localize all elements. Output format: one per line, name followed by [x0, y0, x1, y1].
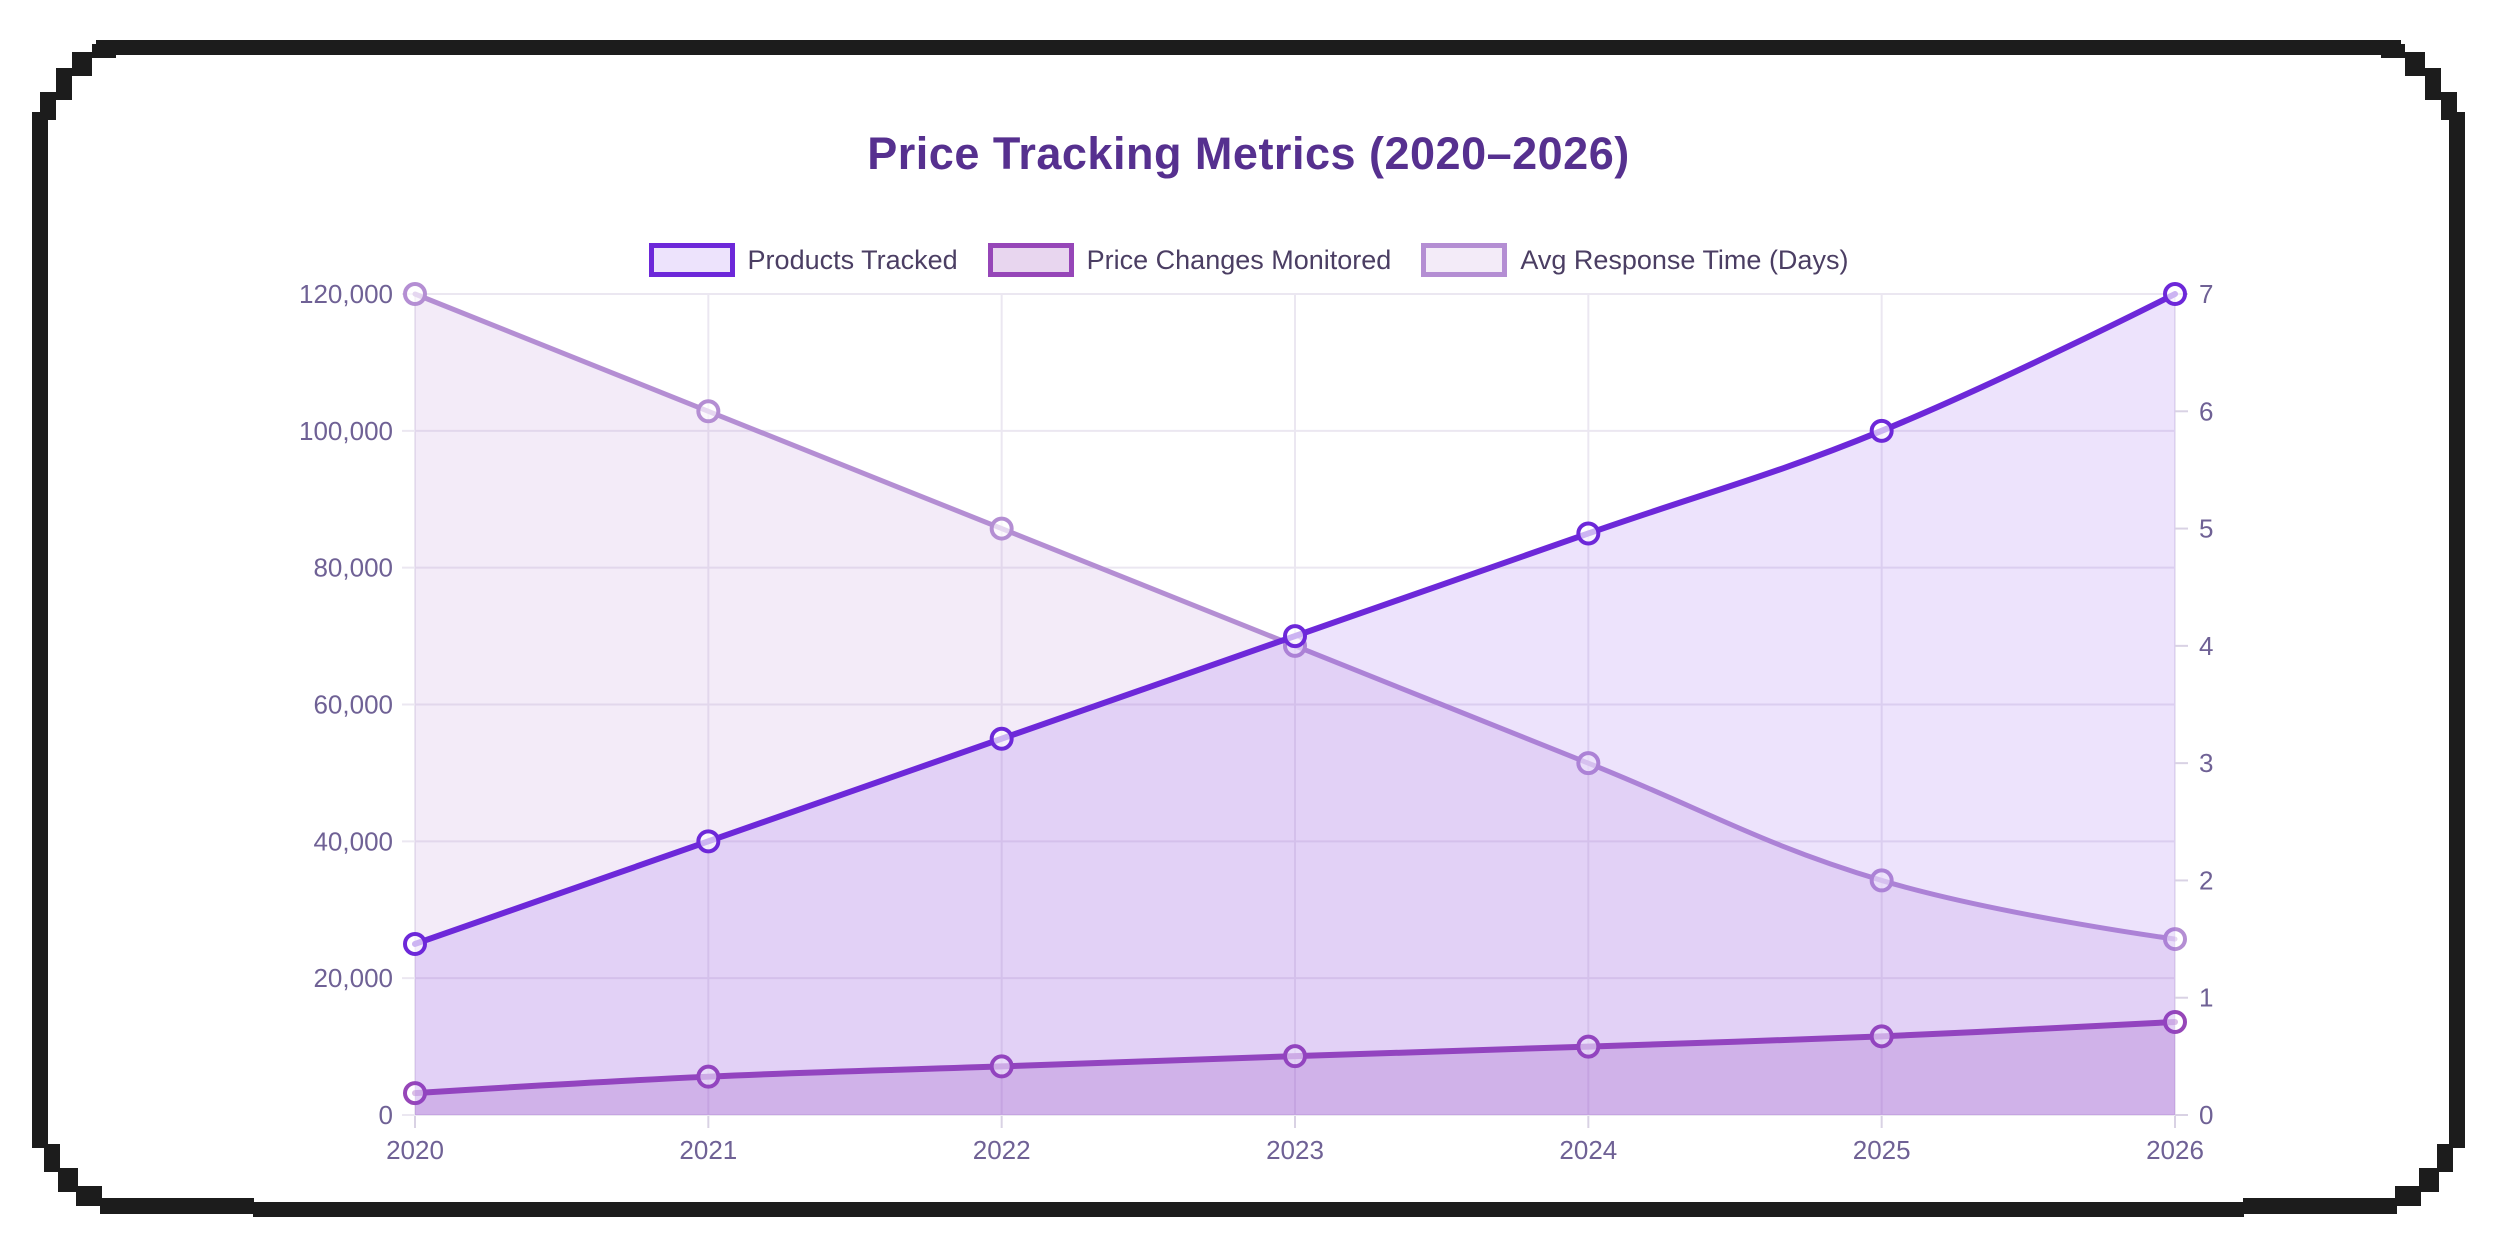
- data-point-marker-avg-response-time-days[interactable]: [696, 399, 721, 424]
- data-point-marker-price-changes-monitored[interactable]: [1869, 1024, 1894, 1049]
- data-point-marker-avg-response-time-days[interactable]: [989, 516, 1014, 541]
- right-axis-tick-label: 2: [2199, 865, 2213, 895]
- legend-label: Products Tracked: [747, 244, 958, 275]
- chart-legend: Products Tracked Price Changes Monitored A…: [0, 236, 2497, 284]
- y-axis-tick-label: 60,000: [313, 690, 393, 720]
- legend-swatch-avg-response-time-days: [1421, 243, 1508, 277]
- data-point-marker-products-tracked[interactable]: [696, 829, 721, 854]
- x-axis-tick-label: 2025: [1853, 1135, 1911, 1165]
- x-axis-tick-label: 2021: [679, 1135, 737, 1165]
- legend-label: Avg Response Time (Days): [1520, 244, 1849, 275]
- right-axis-tick-label: 1: [2199, 983, 2213, 1013]
- data-point-marker-price-changes-monitored[interactable]: [403, 1081, 427, 1106]
- x-axis-tick-label: 2024: [1559, 1135, 1617, 1165]
- data-point-marker-price-changes-monitored[interactable]: [696, 1064, 721, 1089]
- legend-item-avg-response-time-days[interactable]: Avg Response Time (Days): [1421, 243, 1848, 277]
- data-point-marker-avg-response-time-days[interactable]: [403, 282, 427, 306]
- data-point-marker-products-tracked[interactable]: [1283, 624, 1307, 649]
- legend-swatch-price-changes-monitored: [987, 243, 1074, 277]
- data-point-marker-price-changes-monitored[interactable]: [989, 1054, 1014, 1079]
- data-point-marker-price-changes-monitored[interactable]: [1283, 1044, 1307, 1069]
- data-point-marker-avg-response-time-days[interactable]: [2163, 927, 2187, 952]
- right-axis-tick-label: 3: [2199, 748, 2213, 778]
- right-axis-tick-label: 0: [2199, 1100, 2213, 1130]
- y-axis-tick-label: 120,000: [299, 279, 393, 309]
- data-point-marker-price-changes-monitored[interactable]: [1576, 1034, 1601, 1059]
- x-axis-tick-label: 2026: [2146, 1135, 2204, 1165]
- legend-item-products-tracked[interactable]: Products Tracked: [648, 243, 958, 277]
- legend-item-price-changes-monitored[interactable]: Price Changes Monitored: [987, 243, 1392, 277]
- y-axis-tick-label: 0: [379, 1100, 393, 1130]
- x-axis-tick-label: 2022: [973, 1135, 1031, 1165]
- series-area-products-tracked: [415, 294, 2175, 1115]
- chart-title: Price Tracking Metrics (2020–2026): [867, 128, 1630, 179]
- series-area-price-changes-monitored: [415, 1021, 2175, 1115]
- x-axis-tick-label: 2023: [1266, 1135, 1324, 1165]
- data-point-marker-products-tracked[interactable]: [2163, 282, 2187, 306]
- data-point-marker-products-tracked[interactable]: [403, 931, 427, 956]
- right-axis-tick-label: 6: [2199, 396, 2213, 426]
- y-axis-tick-label: 100,000: [299, 416, 393, 446]
- series-layer: [403, 282, 2187, 1115]
- data-point-marker-products-tracked[interactable]: [1576, 521, 1601, 546]
- series-area-avg-response-time-days: [415, 294, 2175, 1115]
- right-axis-tick-label: 5: [2199, 514, 2213, 544]
- data-point-marker-products-tracked[interactable]: [989, 726, 1014, 751]
- legend-swatch-products-tracked: [648, 243, 735, 277]
- y-axis-tick-label: 20,000: [313, 963, 393, 993]
- right-axis-tick-label: 4: [2199, 631, 2213, 661]
- data-point-marker-price-changes-monitored[interactable]: [2163, 1009, 2187, 1034]
- series-price-changes-monitored: [403, 1009, 2187, 1115]
- legend-label: Price Changes Monitored: [1086, 244, 1392, 275]
- right-axis-tick-label: 7: [2199, 279, 2213, 309]
- y-axis-tick-label: 40,000: [313, 826, 393, 856]
- y-axis-tick-label: 80,000: [313, 553, 393, 583]
- data-point-marker-avg-response-time-days[interactable]: [1576, 751, 1601, 776]
- data-point-marker-avg-response-time-days[interactable]: [1869, 868, 1894, 893]
- data-point-marker-products-tracked[interactable]: [1869, 418, 1894, 443]
- series-products-tracked: [403, 282, 2187, 1115]
- axis-labels: 0 20,000 40,000 60,000 80,000 100,000 120,000 0…: [299, 279, 2213, 1165]
- x-axis-tick-label: 2020: [386, 1135, 444, 1165]
